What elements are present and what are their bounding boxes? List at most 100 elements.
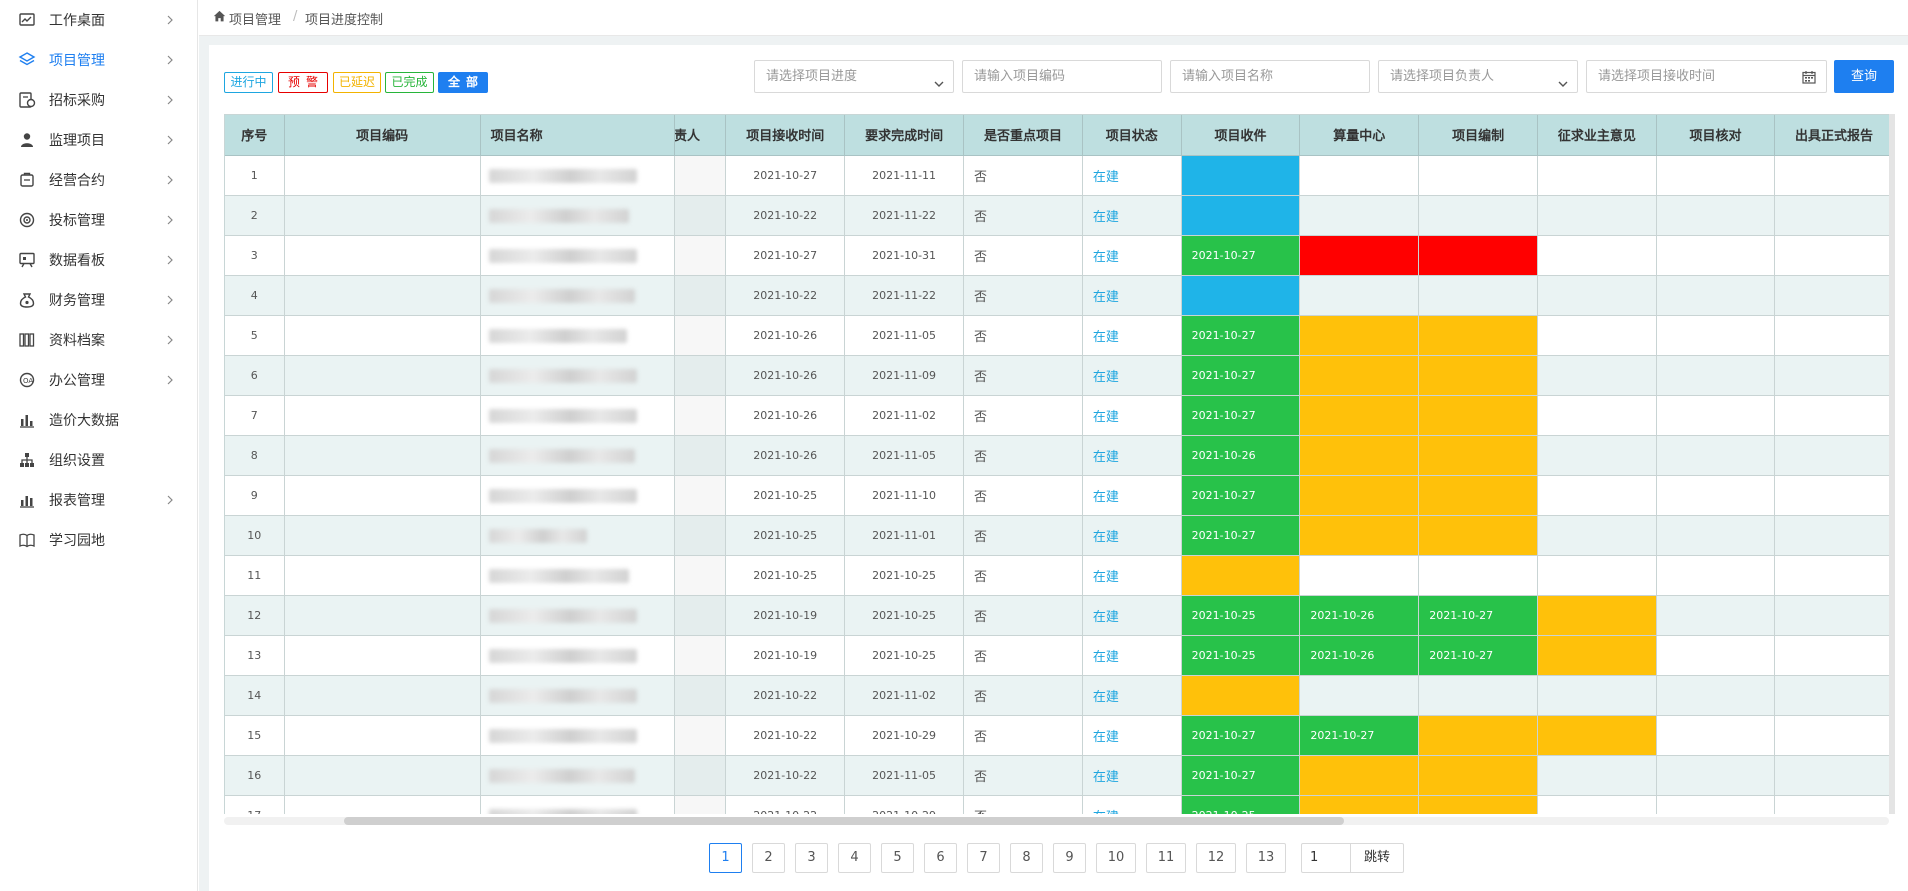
table-row[interactable]: 3 2021-10-27 2021-10-31 否在建 2021-10-27 xyxy=(225,235,1894,276)
owner-cell-redacted xyxy=(674,315,727,356)
stage-cell xyxy=(1537,555,1657,596)
stage-cell xyxy=(1299,275,1420,316)
project-status-link[interactable]: 在建 xyxy=(1082,755,1182,796)
breadcrumb-root[interactable]: 项目管理 xyxy=(229,13,282,28)
sidebar-item[interactable]: 监理项目 xyxy=(0,120,198,160)
table-row[interactable]: 16 2021-10-22 2021-11-05 否在建 2021-10-27 xyxy=(225,755,1894,796)
stage-cell xyxy=(1181,155,1301,196)
table-row[interactable]: 6 2021-10-26 2021-11-09 否在建 2021-10-27 xyxy=(225,355,1894,396)
column-header: 项目状态 xyxy=(1082,115,1182,156)
project-status-link[interactable]: 在建 xyxy=(1082,155,1182,196)
table-row[interactable]: 8 2021-10-26 2021-11-05 否在建 2021-10-26 xyxy=(225,435,1894,476)
project-status-link[interactable]: 在建 xyxy=(1082,235,1182,276)
project-status-link[interactable]: 在建 xyxy=(1082,795,1182,814)
page-button[interactable]: 2 xyxy=(752,843,785,873)
legend-warning-button[interactable]: 预警 xyxy=(278,72,328,93)
legend-in-progress-button[interactable]: 进行中 xyxy=(224,72,273,93)
sidebar-item[interactable]: 经营合约 xyxy=(0,160,198,200)
page-button[interactable]: 1 xyxy=(709,843,742,873)
page-jump-button[interactable]: 跳转 xyxy=(1350,843,1404,873)
table-row[interactable]: 13 2021-10-19 2021-10-25 否在建 2021-10-25 2021-… xyxy=(225,635,1894,676)
project-status-link[interactable]: 在建 xyxy=(1082,475,1182,516)
sidebar-item[interactable]: 数据看板 xyxy=(0,240,198,280)
project-name-cell-redacted xyxy=(480,715,675,756)
project-status-link[interactable]: 在建 xyxy=(1082,355,1182,396)
sidebar-item-label: 工作桌面 xyxy=(49,13,105,29)
sidebar-item[interactable]: 项目管理 xyxy=(0,40,198,80)
project-owner-placeholder: 请选择项目负责人 xyxy=(1390,69,1495,84)
receive-date-picker[interactable]: 请选择项目接收时间 xyxy=(1586,60,1827,93)
horizontal-scrollbar-thumb[interactable] xyxy=(344,817,1344,825)
sidebar-item[interactable]: 造价大数据 xyxy=(0,400,198,440)
page-button[interactable]: 7 xyxy=(967,843,1000,873)
stage-cell: 2021-10-27 xyxy=(1299,715,1420,756)
project-status-link[interactable]: 在建 xyxy=(1082,395,1182,436)
due-date-cell: 2021-11-02 xyxy=(844,395,965,436)
horizontal-scrollbar[interactable] xyxy=(224,817,1889,825)
table-row[interactable]: 7 2021-10-26 2021-11-02 否在建 2021-10-27 xyxy=(225,395,1894,436)
table-row[interactable]: 2 2021-10-22 2021-11-22 否在建 xyxy=(225,195,1894,236)
receive-date-cell: 2021-10-27 xyxy=(725,155,846,196)
legend-all-button[interactable]: 全部 xyxy=(438,72,488,93)
page-button[interactable]: 3 xyxy=(795,843,828,873)
table-row[interactable]: 9 2021-10-25 2021-11-10 否在建 2021-10-27 xyxy=(225,475,1894,516)
home-icon[interactable] xyxy=(213,10,226,23)
stage-cell: 2021-10-27 xyxy=(1181,475,1301,516)
table-row[interactable]: 15 2021-10-22 2021-10-29 否在建 2021-10-27 2021-… xyxy=(225,715,1894,756)
query-button[interactable]: 查询 xyxy=(1834,60,1894,93)
project-status-link[interactable]: 在建 xyxy=(1082,515,1182,556)
contract-icon xyxy=(18,171,36,189)
chevron-right-icon xyxy=(164,174,176,186)
project-status-link[interactable]: 在建 xyxy=(1082,715,1182,756)
page-jump-input[interactable]: 1 xyxy=(1301,843,1351,873)
sidebar-item[interactable]: 工作桌面 xyxy=(0,0,198,40)
sidebar-item[interactable]: OA 办公管理 xyxy=(0,360,198,400)
project-status-link[interactable]: 在建 xyxy=(1082,675,1182,716)
project-status-link[interactable]: 在建 xyxy=(1082,435,1182,476)
progress-select[interactable]: 请选择项目进度 xyxy=(754,60,954,93)
project-owner-select[interactable]: 请选择项目负责人 xyxy=(1378,60,1578,93)
project-name-cell-redacted xyxy=(480,635,675,676)
stage-cell: 2021-10-27 xyxy=(1181,715,1301,756)
table-row[interactable]: 4 2021-10-22 2021-11-22 否在建 xyxy=(225,275,1894,316)
legend-completed-button[interactable]: 已完成 xyxy=(385,72,434,93)
project-name-input[interactable]: 请输入项目名称 xyxy=(1170,60,1370,93)
legend-delayed-button[interactable]: 已延迟 xyxy=(333,72,381,93)
table-row[interactable]: 14 2021-10-22 2021-11-02 否在建 xyxy=(225,675,1894,716)
project-code-input[interactable]: 请输入项目编码 xyxy=(962,60,1162,93)
page-button[interactable]: 9 xyxy=(1053,843,1086,873)
project-status-link[interactable]: 在建 xyxy=(1082,275,1182,316)
sidebar-item[interactable]: 报表管理 xyxy=(0,480,198,520)
project-status-link[interactable]: 在建 xyxy=(1082,555,1182,596)
receive-date-cell: 2021-10-27 xyxy=(725,235,846,276)
page-button[interactable]: 5 xyxy=(881,843,914,873)
stage-cell xyxy=(1418,315,1538,356)
project-status-link[interactable]: 在建 xyxy=(1082,595,1182,636)
table-row[interactable]: 11 2021-10-25 2021-10-25 否在建 xyxy=(225,555,1894,596)
page-button[interactable]: 11 xyxy=(1146,843,1186,873)
project-status-link[interactable]: 在建 xyxy=(1082,195,1182,236)
sidebar-item[interactable]: 资料档案 xyxy=(0,320,198,360)
sidebar-item[interactable]: 投标管理 xyxy=(0,200,198,240)
table-row[interactable]: 1 2021-10-27 2021-11-11 否在建 xyxy=(225,155,1894,196)
page-button[interactable]: 4 xyxy=(838,843,871,873)
column-header: 序号 xyxy=(225,115,285,156)
vertical-scrollbar[interactable] xyxy=(1889,114,1895,814)
table-row[interactable]: 5 2021-10-26 2021-11-05 否在建 2021-10-27 xyxy=(225,315,1894,356)
table-row[interactable]: 12 2021-10-19 2021-10-25 否在建 2021-10-25 2021-… xyxy=(225,595,1894,636)
sidebar-item[interactable]: 组织设置 xyxy=(0,440,198,480)
page-button[interactable]: 6 xyxy=(924,843,957,873)
sidebar-item[interactable]: 招标采购 xyxy=(0,80,198,120)
page-button[interactable]: 8 xyxy=(1010,843,1043,873)
project-status-link[interactable]: 在建 xyxy=(1082,635,1182,676)
sidebar-item[interactable]: 学习园地 xyxy=(0,520,198,560)
sidebar-item[interactable]: 财务管理 xyxy=(0,280,198,320)
page-button[interactable]: 10 xyxy=(1096,843,1136,873)
report-icon xyxy=(18,491,36,509)
page-button[interactable]: 12 xyxy=(1196,843,1236,873)
receive-date-cell: 2021-10-22 xyxy=(725,755,846,796)
table-row[interactable]: 10 2021-10-25 2021-11-01 否在建 2021-10-27 xyxy=(225,515,1894,556)
project-status-link[interactable]: 在建 xyxy=(1082,315,1182,356)
page-button[interactable]: 13 xyxy=(1246,843,1286,873)
